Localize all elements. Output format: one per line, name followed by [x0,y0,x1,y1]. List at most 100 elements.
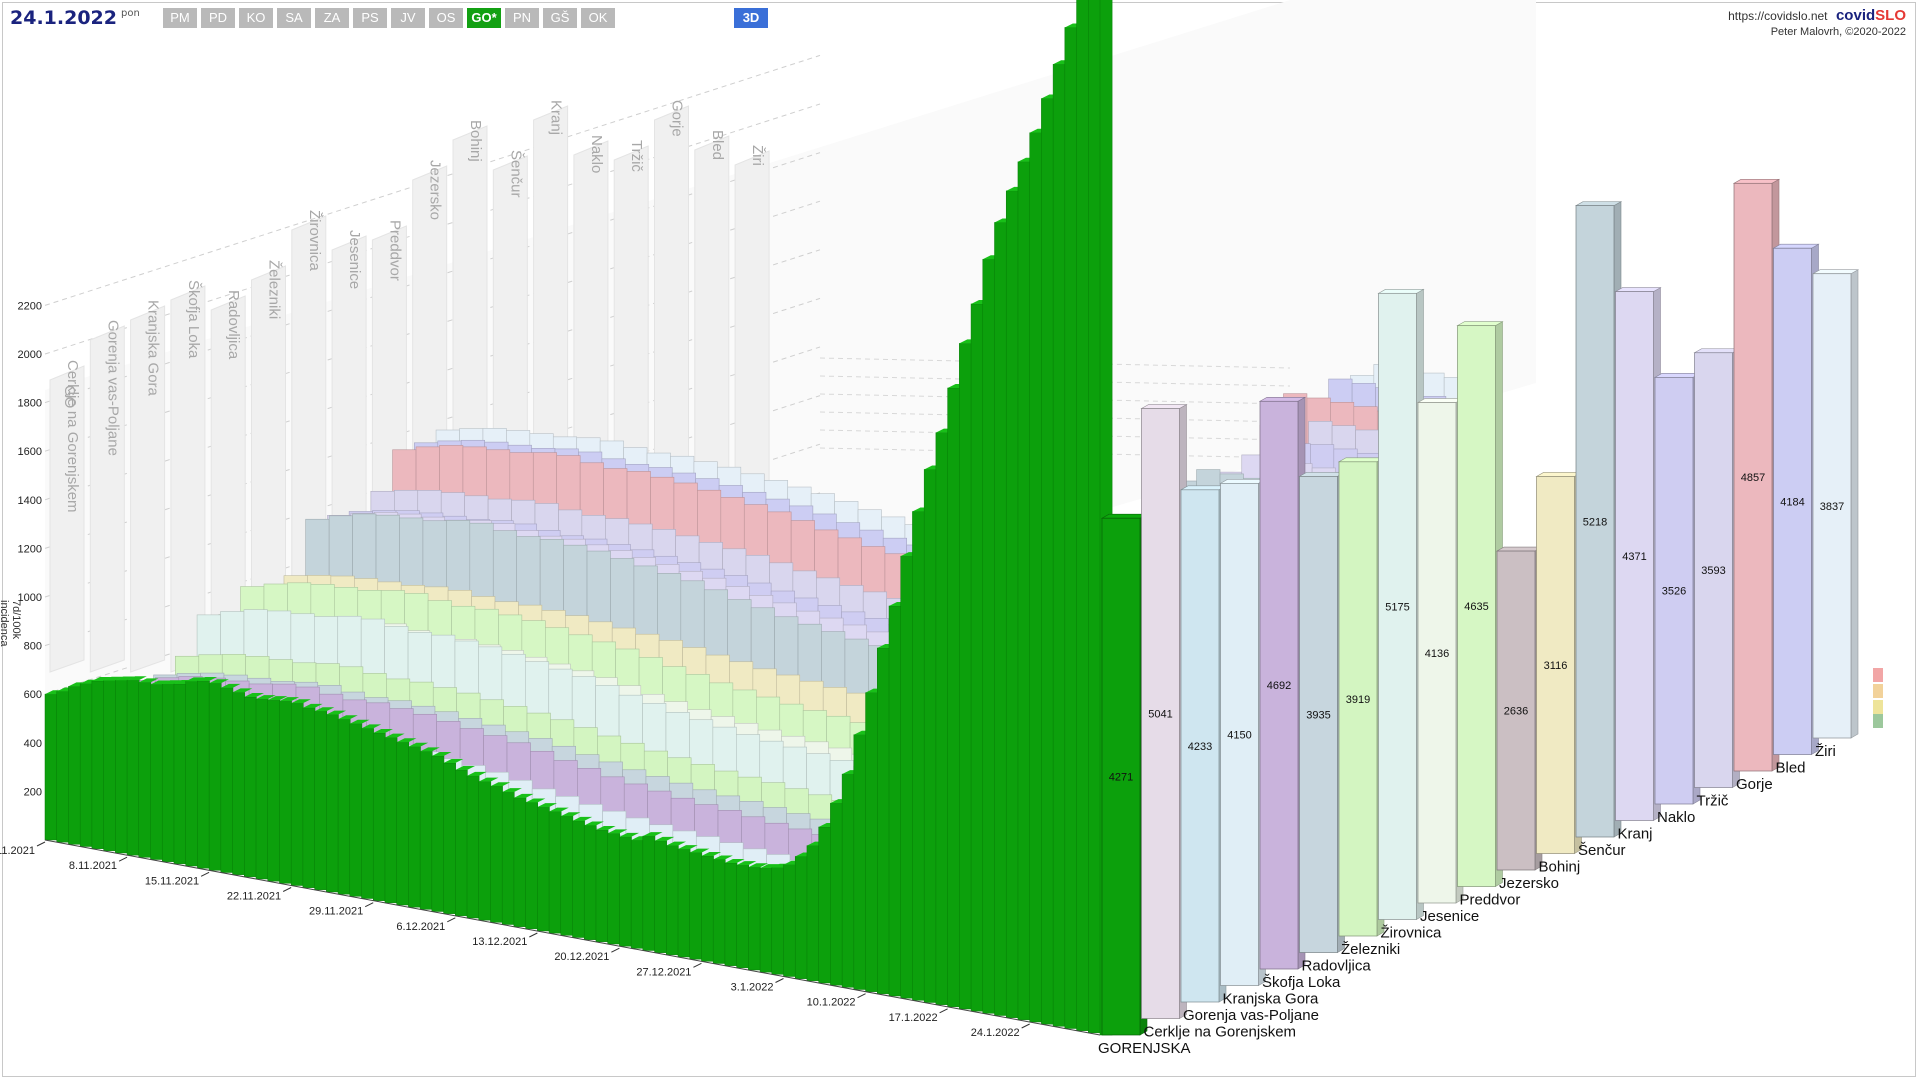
go-bar-top [642,832,663,837]
region-tab-za[interactable]: ZA [315,8,349,28]
region-tab-os[interactable]: OS [429,8,463,28]
go-history-bar [607,833,621,945]
go-history-bar [185,681,199,867]
region-tab-pm[interactable]: PM [163,8,197,28]
go-history-bar [701,855,714,962]
x-tick-label: 22.11.2021 [227,891,281,903]
site-url-link[interactable]: https://covidslo.net [1728,9,1828,23]
go-bar-top [537,803,558,808]
region-tab-ok[interactable]: OK [581,8,615,28]
latest-column [1694,352,1733,788]
region-tab-sa[interactable]: SA [277,8,311,28]
latest-column-top [1574,201,1623,206]
x-axis-line [44,839,1101,1036]
go-bar-top [361,724,382,729]
go-bar-top [150,680,171,685]
go-history-bar [455,769,468,917]
go-bar-top [279,697,300,702]
go-bar-top [584,821,604,826]
go-history-bar [748,867,761,971]
region-tab-ko[interactable]: KO [239,8,273,28]
go-history-bar [290,703,304,886]
latest-column [1101,517,1141,1036]
go-bar-top [654,836,675,841]
go-history-bar [654,840,667,953]
go-history-bar [361,728,374,899]
legend-swatch-orange [1873,684,1883,698]
go-bar-top [724,858,745,863]
go-history-bar [666,845,679,956]
ghost-series-label: Naklo [588,135,605,173]
region-tab-ps[interactable]: PS [353,8,387,28]
region-tab-jv[interactable]: JV [391,8,425,28]
latest-column [1812,273,1852,739]
go-bar-top [455,766,475,771]
series-name-label: Jesenice [1420,908,1479,925]
go-history-bar [806,845,820,982]
latest-column-top [1614,287,1662,292]
region-tab-pd[interactable]: PD [201,8,235,28]
toggle-3d-button[interactable]: 3D [734,8,768,28]
ghost-series-label: Bled [709,130,726,160]
latest-column-top [1337,457,1386,463]
go-bar-top [431,751,452,756]
go-history-bar [349,723,363,897]
x-tick-label: 6.12.2021 [396,921,445,933]
latest-column [1773,247,1812,755]
go-history-bar [103,680,116,852]
go-history-bar [959,343,972,1010]
series-name-label: Kranjska Gora [1223,991,1320,1008]
ghost-series-label: Kranjska Gora [145,300,162,397]
go-history-bar [396,741,410,906]
region-tab-go[interactable]: GO* [467,8,501,28]
latest-column-top [1298,472,1346,477]
go-history-bar [138,682,152,858]
go-history-bar [302,707,316,888]
ghost-series-label: Jezersko [427,160,444,220]
go-bar-top [232,688,253,693]
go-history-bar [537,806,550,932]
x-tick-label: 8.11.2021 [69,860,117,872]
go-history-bar [548,811,562,934]
ghost-series-label: Škofja Loka [185,280,202,359]
date-label: 24.1.2022 [10,7,117,29]
go-bar-top [162,680,182,685]
go-bar-top [513,793,534,798]
x-tick [36,841,46,847]
go-bar-top [748,863,769,868]
go-history-bar [384,737,398,904]
go-bar-top [478,777,499,782]
region-tabs: PM PD KO SA ZA PS JV OS GO* PN GŠ OK [163,8,615,28]
y-tick-label: 800 [24,641,42,653]
go-bar-top [267,696,288,701]
x-tick-label: 20.12.2021 [554,951,609,963]
latest-value-label: 4271 [1109,772,1133,784]
latest-value-label: 4857 [1741,472,1765,484]
region-tab-pn[interactable]: PN [505,8,539,28]
go-history-bar [115,680,128,854]
x-tick [611,947,620,953]
y-tick-label: 200 [24,786,42,798]
x-tick [364,902,374,908]
latest-column [1180,489,1220,1003]
go-history-bar [923,469,937,1003]
ghost-column [130,305,166,673]
go-bar-top [127,676,147,681]
x-tick [693,962,702,968]
go-bar-top [209,679,229,684]
ghost-column [49,365,85,673]
ghost-series-label: Gorenja vas-Poljane [104,320,121,456]
go-history-bar [208,682,222,871]
ghost-series-label: Jesenice [346,230,363,289]
region-tab-gs[interactable]: GŠ [543,8,577,28]
go-history-bar [759,867,773,973]
go-bar-top [115,676,136,681]
go-history-bar [525,802,538,930]
latest-value-label: 5175 [1385,601,1409,613]
go-history-bar [619,836,632,947]
go-history-bar [220,687,234,873]
ghost-series-label: Železniki [266,260,283,319]
legend-swatch-yellow [1873,700,1883,714]
